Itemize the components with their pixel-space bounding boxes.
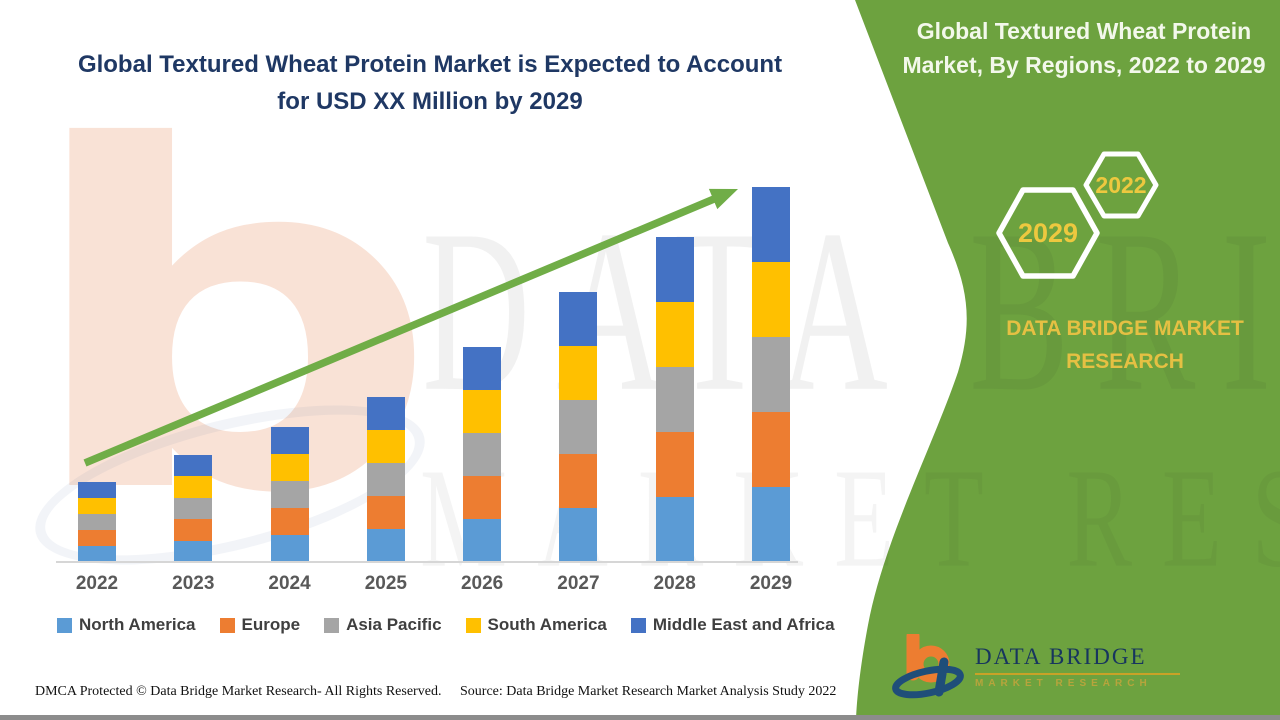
legend-swatch-icon xyxy=(219,617,235,633)
bar-segment-2022-south-america xyxy=(78,498,116,514)
legend-label: Europe xyxy=(241,615,301,634)
badge-2022-label: 2022 xyxy=(1095,171,1147,198)
bar-segment-2029-europe xyxy=(751,412,790,487)
bar-segment-2028-asia-pacific xyxy=(655,367,694,432)
bar-segment-2022-middle-east-and-africa xyxy=(78,482,116,498)
stacked-bar-2022 xyxy=(78,482,116,562)
x-axis-label-2025: 2025 xyxy=(364,573,407,594)
bar-segment-2023-europe xyxy=(174,519,213,541)
legend-item-north-america: North America xyxy=(57,615,196,635)
legend-item-middle-east-and-africa: Middle East and Africa xyxy=(630,615,835,635)
side-panel-brand-text: DATA BRIDGE MARKET RESEARCH xyxy=(1006,317,1244,373)
bar-segment-2025-north-america xyxy=(366,529,405,562)
legend-swatch-icon xyxy=(630,617,646,633)
bar-segment-2025-asia-pacific xyxy=(366,463,405,496)
bar-segment-2029-south-america xyxy=(751,262,790,337)
x-axis-line xyxy=(56,561,798,563)
bar-segment-2027-south-america xyxy=(559,346,598,400)
x-axis-label-2027: 2027 xyxy=(557,573,600,594)
legend-swatch-icon xyxy=(465,617,481,633)
bar-segment-2025-europe xyxy=(366,496,405,529)
bar-segment-2027-asia-pacific xyxy=(559,400,598,454)
hexagon-outline-icon xyxy=(1083,151,1159,219)
legend-label: South America xyxy=(487,615,607,634)
bars-row xyxy=(78,182,790,562)
legend-label: North America xyxy=(79,615,196,634)
side-panel-title: Global Textured Wheat Protein Market, By… xyxy=(902,18,1266,78)
bar-segment-2029-middle-east-and-africa xyxy=(751,187,790,262)
legend-item-asia-pacific: Asia Pacific xyxy=(324,615,442,635)
x-axis-label-2029: 2029 xyxy=(749,573,793,594)
bar-segment-2028-south-america xyxy=(655,302,694,367)
stacked-bar-2027 xyxy=(559,292,598,562)
x-axis-label-2024: 2024 xyxy=(268,573,311,594)
bar-segment-2022-europe xyxy=(78,530,116,546)
badge-2029-label: 2029 xyxy=(1017,217,1079,248)
legend-label: Middle East and Africa xyxy=(652,615,835,634)
footer-dmca: DMCA Protected © Data Bridge Market Rese… xyxy=(35,684,442,699)
x-axis-label-2026: 2026 xyxy=(460,573,504,594)
bottom-border xyxy=(0,715,1280,720)
x-axis-label-2022: 2022 xyxy=(75,573,119,594)
bar-segment-2026-asia-pacific xyxy=(463,433,502,476)
bar-segment-2027-europe xyxy=(559,454,598,508)
bar-segment-2028-north-america xyxy=(655,497,694,562)
bar-segment-2024-south-america xyxy=(270,454,309,481)
legend-swatch-icon xyxy=(57,617,72,633)
stacked-bar-2029 xyxy=(751,187,790,562)
badge-hexagon-2022: 2022 xyxy=(1083,151,1159,219)
bar-segment-2029-north-america xyxy=(751,487,790,562)
legend-swatch-icon xyxy=(324,617,340,633)
stacked-bar-2023 xyxy=(174,454,213,562)
bar-segment-2023-asia-pacific xyxy=(174,497,213,519)
hexagon-outline-icon xyxy=(996,187,1100,279)
stacked-bar-2024 xyxy=(270,427,309,562)
bar-segment-2024-north-america xyxy=(270,535,309,562)
x-axis-label-2023: 2023 xyxy=(172,573,215,594)
bar-segment-2025-middle-east-and-africa xyxy=(366,397,405,430)
stacked-bar-2028 xyxy=(655,237,694,562)
bar-segment-2024-middle-east-and-africa xyxy=(270,427,309,454)
badge-hexagon-2029: 2029 xyxy=(996,187,1100,279)
legend-item-europe: Europe xyxy=(219,615,301,635)
stacked-bar-2025 xyxy=(366,397,405,562)
bar-segment-2027-north-america xyxy=(559,508,598,562)
bar-segment-2022-asia-pacific xyxy=(78,514,116,530)
logo-text: DATA BRIDGE xyxy=(975,644,1147,669)
bar-segment-2025-south-america xyxy=(366,430,405,463)
x-axis-labels: 2022 2023 2024 2025 2026 2027 2028 2029 xyxy=(75,573,793,595)
logo-underline xyxy=(975,673,1180,675)
bar-segment-2026-middle-east-and-africa xyxy=(463,347,502,390)
bar-segment-2029-asia-pacific xyxy=(751,337,790,412)
logo-mark-icon xyxy=(892,634,964,699)
bar-segment-2024-asia-pacific xyxy=(270,481,309,508)
bar-segment-2026-europe xyxy=(463,476,502,519)
footer-source: Source: Data Bridge Market Research Mark… xyxy=(460,684,837,699)
x-axis-label-2028: 2028 xyxy=(653,573,696,594)
bar-segment-2027-middle-east-and-africa xyxy=(559,292,598,346)
legend-item-south-america: South America xyxy=(465,615,607,635)
legend-label: Asia Pacific xyxy=(346,615,442,634)
bar-segment-2026-south-america xyxy=(463,390,502,433)
logo-tagline: MARKET RESEARCH xyxy=(975,678,1152,689)
bar-segment-2023-middle-east-and-africa xyxy=(174,454,213,476)
brand-logo: DATA BRIDGE MARKET RESEARCH xyxy=(891,634,1180,700)
bar-segment-2022-north-america xyxy=(78,546,116,562)
bar-segment-2026-north-america xyxy=(463,519,502,562)
bar-segment-2028-middle-east-and-africa xyxy=(655,237,694,302)
bar-segment-2024-europe xyxy=(270,508,309,535)
bar-segment-2028-europe xyxy=(655,432,694,497)
bar-segment-2023-south-america xyxy=(174,476,213,498)
chart-legend: North America Europe Asia Pacific South Ame… xyxy=(57,615,835,635)
bar-segment-2023-north-america xyxy=(174,540,213,562)
chart-title: Global Textured Wheat Protein Market is … xyxy=(77,51,783,115)
stacked-bar-2026 xyxy=(463,347,502,562)
